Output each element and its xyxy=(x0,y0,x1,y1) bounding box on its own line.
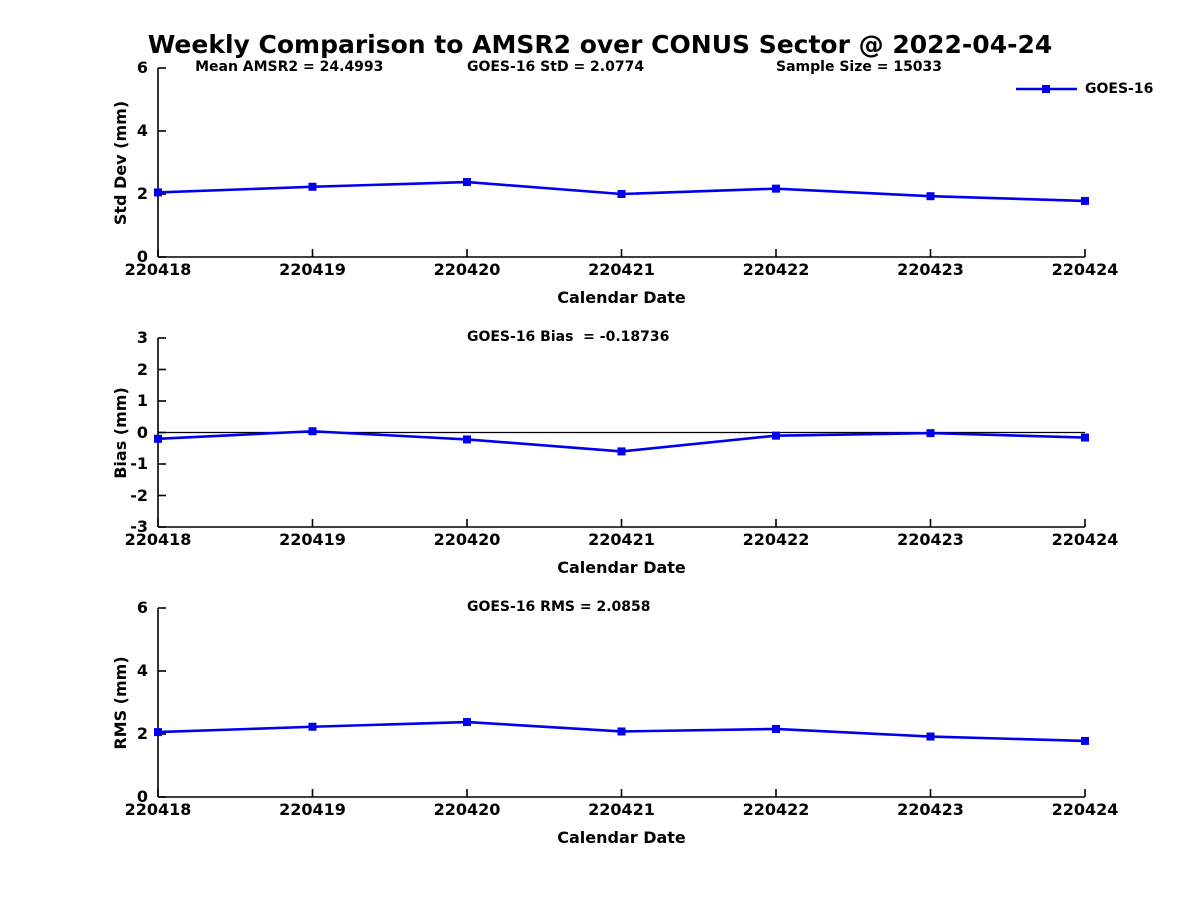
x-tick-label: 220420 xyxy=(433,260,501,279)
data-point-marker xyxy=(154,188,162,197)
data-point-marker xyxy=(1081,196,1089,205)
data-point-marker xyxy=(308,427,317,436)
x-tick-label: 220422 xyxy=(742,260,810,279)
x-tick-label: 220421 xyxy=(588,530,655,549)
data-point-marker xyxy=(308,182,317,191)
y-tick-label: 1 xyxy=(136,391,148,410)
x-tick-label: 220424 xyxy=(1051,260,1119,279)
legend-series-label: GOES-16 xyxy=(1085,81,1154,97)
y-tick-label: 4 xyxy=(136,121,148,140)
y-tick-label: 4 xyxy=(136,661,148,680)
page-title: Weekly Comparison to AMSR2 over CONUS Se… xyxy=(147,30,1053,59)
x-axis-title: Calendar Date xyxy=(557,828,686,847)
data-point-marker xyxy=(463,718,471,727)
data-point-marker xyxy=(1081,433,1089,442)
y-tick-label: -3 xyxy=(130,517,148,536)
y-tick-label: 0 xyxy=(136,787,148,806)
x-tick-label: 220418 xyxy=(124,530,192,549)
x-tick-label: 220421 xyxy=(588,260,655,279)
data-point-marker xyxy=(154,434,162,443)
x-tick-label: 220419 xyxy=(279,260,346,279)
x-tick-label: 220418 xyxy=(124,260,192,279)
x-tick-label: 220422 xyxy=(742,530,810,549)
plot-annotation: Sample Size = 15033 xyxy=(776,59,943,75)
legend-marker xyxy=(1042,85,1050,93)
y-tick-label: 0 xyxy=(136,422,148,442)
plot-annotation: Mean AMSR2 = 24.4993 xyxy=(195,59,384,75)
y-tick-label: 2 xyxy=(136,724,148,743)
data-point-marker xyxy=(463,435,471,444)
x-tick-label: 220423 xyxy=(897,530,964,549)
y-tick-label: -1 xyxy=(130,454,148,473)
x-tick-label: 220420 xyxy=(433,530,501,549)
data-point-marker xyxy=(463,178,471,187)
y-tick-label: 6 xyxy=(136,598,148,617)
data-point-marker xyxy=(926,732,935,741)
y-tick-label: 3 xyxy=(136,328,148,347)
x-tick-label: 220420 xyxy=(433,800,501,819)
x-tick-label: 220424 xyxy=(1051,800,1119,819)
data-point-marker xyxy=(154,728,162,737)
x-axis-title: Calendar Date xyxy=(557,558,686,577)
y-tick-label: 2 xyxy=(136,184,148,203)
x-axis-title: Calendar Date xyxy=(557,288,686,307)
plot-annotation: GOES-16 StD = 2.0774 xyxy=(466,59,645,75)
x-tick-label: 220423 xyxy=(897,800,964,819)
data-point-marker xyxy=(926,429,935,438)
data-point-marker xyxy=(617,190,626,198)
data-point-marker xyxy=(772,431,780,440)
data-point-marker xyxy=(617,727,626,736)
legend-line-sample xyxy=(1016,85,1077,93)
x-tick-label: 220422 xyxy=(742,800,810,819)
data-point-marker xyxy=(308,722,317,731)
x-tick-label: 220423 xyxy=(897,260,964,279)
x-tick-label: 220424 xyxy=(1051,530,1119,549)
data-point-marker xyxy=(926,192,935,201)
y-tick-label: 2 xyxy=(136,359,148,379)
plot-annotation: GOES-16 RMS = 2.0858 xyxy=(466,599,651,615)
y-tick-label: 0 xyxy=(136,247,148,266)
x-tick-label: 220419 xyxy=(279,530,346,549)
data-point-marker xyxy=(772,724,780,733)
data-point-marker xyxy=(1081,736,1089,745)
y-tick-label: -2 xyxy=(130,485,148,505)
y-tick-label: 6 xyxy=(136,58,148,77)
x-tick-label: 220421 xyxy=(588,800,655,819)
plot-annotation: GOES-16 Bias = -0.18736 xyxy=(466,329,670,345)
data-point-marker xyxy=(617,447,626,456)
x-tick-label: 220419 xyxy=(279,800,346,819)
x-tick-label: 220418 xyxy=(124,800,192,819)
data-point-marker xyxy=(772,184,780,193)
